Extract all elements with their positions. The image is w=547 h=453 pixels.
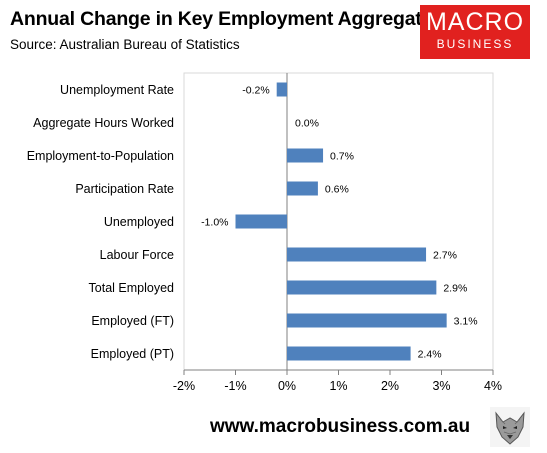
bar (287, 313, 447, 328)
category-label: Employed (PT) (91, 347, 174, 361)
website-url: www.macrobusiness.com.au (210, 416, 471, 437)
bar (276, 82, 287, 97)
bar (287, 280, 437, 295)
x-tick-label: 3% (432, 379, 450, 393)
data-label: 2.7% (433, 250, 457, 262)
x-tick-label: 2% (381, 379, 399, 393)
category-label: Aggregate Hours Worked (33, 116, 174, 130)
category-label: Unemployed (104, 215, 174, 229)
logo-line-1: MACRO (425, 8, 525, 36)
x-tick-label: 0% (278, 379, 296, 393)
data-label: 2.9% (443, 283, 467, 295)
data-label: 0.7% (330, 151, 354, 163)
data-label: 0.6% (325, 184, 349, 196)
bar (287, 346, 411, 361)
category-label: Unemployment Rate (60, 83, 174, 97)
data-label: -0.2% (242, 85, 269, 97)
wolf-icon (490, 407, 530, 447)
data-label: 3.1% (454, 316, 478, 328)
chart-title: Annual Change in Key Employment Aggregat… (10, 8, 443, 30)
macrobusiness-logo: MACRO BUSINESS (420, 5, 530, 59)
chart-source: Source: Australian Bureau of Statistics (10, 37, 240, 52)
logo-line-2: BUSINESS (436, 37, 514, 51)
data-label: 2.4% (418, 349, 442, 361)
category-label: Labour Force (100, 248, 174, 262)
category-label: Employed (FT) (91, 314, 174, 328)
bar (287, 148, 324, 163)
x-tick-label: -1% (224, 379, 246, 393)
category-label: Total Employed (89, 281, 175, 295)
bar (235, 214, 287, 229)
bar (287, 247, 427, 262)
category-label: Employment-to-Population (27, 149, 174, 163)
x-tick-label: 4% (484, 379, 502, 393)
bar (287, 181, 318, 196)
x-tick-label: -2% (173, 379, 195, 393)
data-label: -1.0% (201, 217, 228, 229)
x-tick-label: 1% (329, 379, 347, 393)
category-label: Participation Rate (75, 182, 174, 196)
data-label: 0.0% (295, 118, 319, 130)
